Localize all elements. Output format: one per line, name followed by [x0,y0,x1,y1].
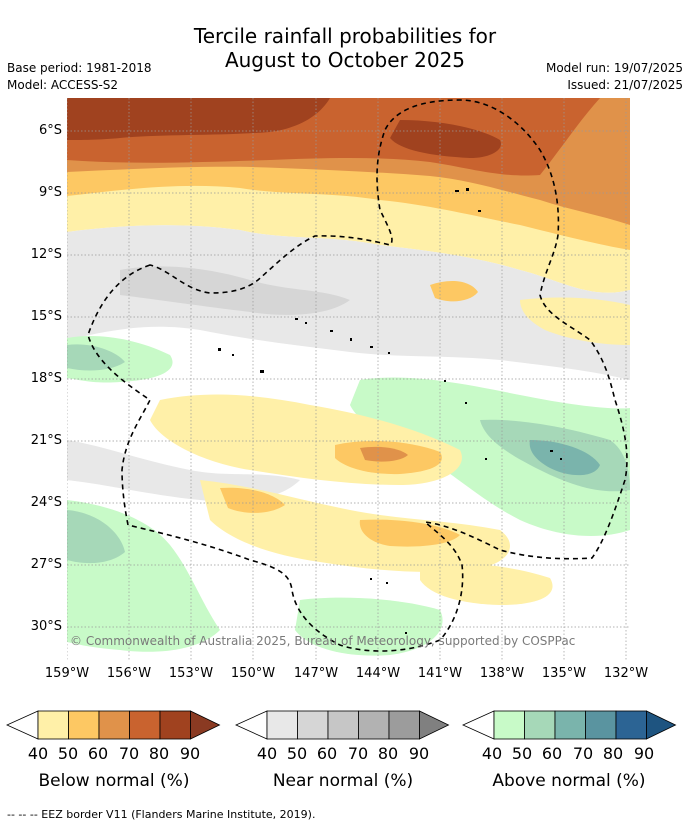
below-normal-40-region-south-east [420,563,553,605]
cbar1-tick-70: 70 [347,744,369,763]
lon-tick-135w: 135°W [541,666,587,681]
cbar-arrow-low [235,710,268,740]
cbar1-tick-50: 50 [286,744,308,763]
issued-date: Issued: 21/07/2025 [567,78,683,92]
cbar-swatch [358,710,390,740]
grid-lines [67,98,630,661]
islands [218,188,562,634]
below-normal-80-region-east [390,120,501,158]
colorbar-above-normal [462,710,677,740]
model-name: Model: ACCESS-S2 [7,78,119,92]
lat-tick-6s: 6°S [38,123,62,138]
above-normal-40-region-east [350,377,630,536]
cbar-arrow-high [646,710,677,740]
eez-border [87,99,628,652]
lat-tick-9s: 9°S [38,185,62,200]
cbar-arrow-low [6,710,39,740]
cbar1-label: Near normal (%) [272,771,414,791]
model-run: Model run: 19/07/2025 [545,61,683,75]
lon-tick-147w: 147°W [293,666,339,681]
cbar-swatch [524,710,556,740]
above-normal-50-region [67,344,125,371]
cbar-swatch [554,710,586,740]
lon-tick-153w: 153°W [168,666,214,681]
cbar0-tick-80: 80 [148,744,170,763]
below-normal-80-region [67,98,330,140]
cbar0-tick-70: 70 [118,744,140,763]
eez-note: -- -- -- EEZ border V11 (Flanders Marine… [7,808,316,821]
lat-tick-12s: 12°S [30,247,62,262]
colorbar-below-normal [6,710,221,740]
cbar-arrow-high [190,710,221,740]
cbar0-tick-50: 50 [57,744,79,763]
cbar2-tick-50: 50 [511,744,533,763]
lon-tick-132w: 132°W [603,666,649,681]
below-normal-50-region-south [220,487,285,513]
near-normal-40-region [67,225,630,380]
lon-tick-150w: 150°W [230,666,276,681]
cbar1-tick-80: 80 [377,744,399,763]
cbar-swatch [327,710,359,740]
lon-tick-156w: 156°W [106,666,152,681]
cbar-swatch [129,710,161,740]
copyright-text: © Commonwealth of Australia 2025, Bureau… [70,634,576,648]
cbar-swatch [493,710,525,740]
lat-tick-21s: 21°S [30,433,62,448]
above-normal-50-region-southwest [67,510,125,564]
lon-tick-159w: 159°W [44,666,90,681]
cbar2-tick-80: 80 [602,744,624,763]
cbar2-tick-40: 40 [481,744,503,763]
cbar-swatch [388,710,420,740]
map-title: Tercile rainfall probabilities for Augus… [0,24,690,72]
cbar0-tick-60: 60 [87,744,109,763]
below-normal-50-region-south-east [359,519,460,547]
cbar-swatch [615,710,647,740]
lat-tick-18s: 18°S [30,371,62,386]
meta-left: Base period: 1981-2018 Model: ACCESS-S2 [7,60,152,94]
title-line-2: August to October 2025 [224,48,466,72]
cbar-swatch [68,710,100,740]
cbar0-tick-90: 90 [179,744,201,763]
cbar0-tick-40: 40 [27,744,49,763]
colorbar-near-normal [235,710,450,740]
cbar2-tick-90: 90 [633,744,655,763]
lat-tick-27s: 27°S [30,557,62,572]
cbar0-label: Below normal (%) [38,771,190,791]
below-normal-40-region-east [520,297,630,345]
cbar2-label: Above normal (%) [492,771,646,791]
title-line-1: Tercile rainfall probabilities for [193,24,497,48]
cbar2-tick-60: 60 [541,744,563,763]
cbar-arrow-high [419,710,450,740]
cbar1-tick-90: 90 [408,744,430,763]
below-normal-50-region-east [430,280,478,302]
lat-tick-30s: 30°S [30,619,62,634]
lon-tick-144w: 144°W [355,666,401,681]
cbar1-tick-40: 40 [256,744,278,763]
cbar-swatch [297,710,329,740]
lon-tick-138w: 138°W [479,666,525,681]
cbar-arrow-low [462,710,495,740]
cbar-swatch [37,710,69,740]
below-normal-60-region-central [360,446,408,462]
cbar-swatch [159,710,191,740]
probability-map [67,98,630,661]
cbar-swatch [585,710,617,740]
cbar1-tick-60: 60 [316,744,338,763]
above-normal-60-region-east [529,440,600,476]
cbar-swatch [266,710,298,740]
meta-right: Model run: 19/07/2025 Issued: 21/07/2025 [546,60,683,94]
lon-tick-141w: 141°W [417,666,463,681]
map-fields [67,98,630,661]
lat-tick-15s: 15°S [30,309,62,324]
cbar-swatch [98,710,130,740]
cbar2-tick-70: 70 [572,744,594,763]
base-period: Base period: 1981-2018 [7,61,152,75]
lat-tick-24s: 24°S [30,495,62,510]
